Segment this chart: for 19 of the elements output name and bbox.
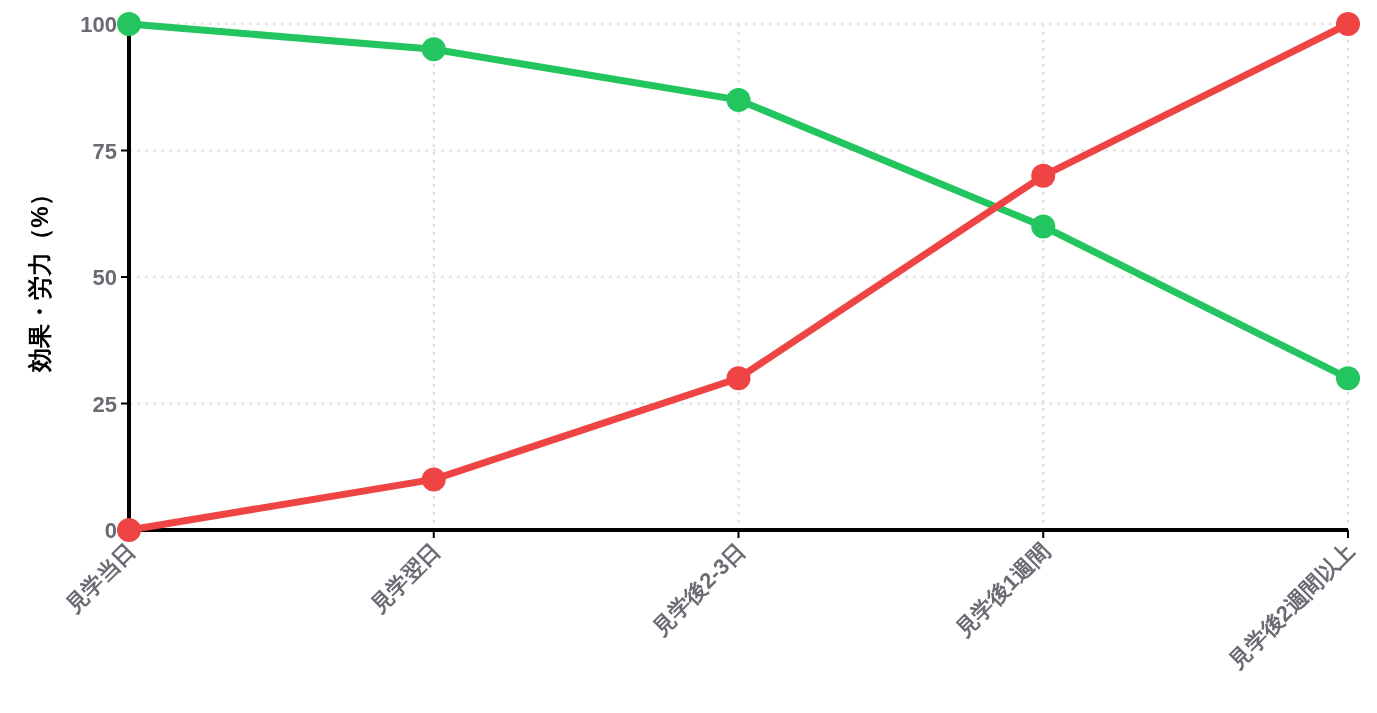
point xyxy=(1336,366,1360,391)
x-tick-label: 見学後1週間 xyxy=(949,537,1055,643)
point xyxy=(117,12,141,36)
y-tick-label: 50 xyxy=(92,265,117,290)
x-tick-label: 見学翌日 xyxy=(364,537,446,619)
y-tick-label: 25 xyxy=(92,391,117,417)
point xyxy=(117,518,141,542)
x-tick-label: 見学後2週間以上 xyxy=(1223,537,1360,674)
point xyxy=(1031,214,1056,239)
point xyxy=(421,467,446,492)
y-axis-title: 効果・労力（%） xyxy=(26,182,53,373)
y-tick-label: 75 xyxy=(92,138,117,164)
point xyxy=(1031,163,1056,188)
y-tick-label: 100 xyxy=(80,12,117,37)
point xyxy=(726,366,751,391)
x-tick-label: 見学後2-3日 xyxy=(646,537,751,641)
point xyxy=(1336,12,1360,36)
point xyxy=(421,37,446,62)
point xyxy=(726,87,751,112)
